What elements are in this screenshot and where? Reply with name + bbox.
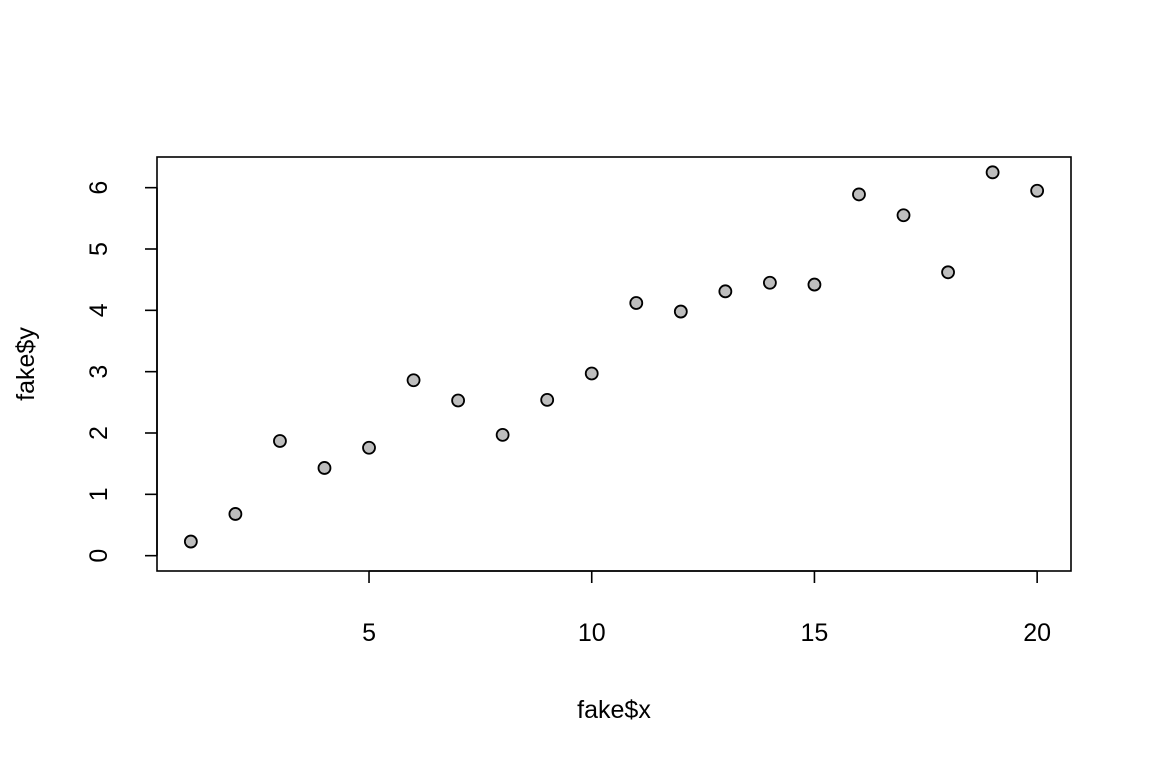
y-axis: 0 1 2 3 4 5 6 (85, 181, 158, 563)
y-tick-label: 3 (85, 365, 113, 379)
y-axis-title: fake$y (12, 327, 40, 401)
data-point (183, 534, 198, 549)
data-point (584, 366, 599, 381)
data-point (406, 373, 421, 388)
data-point (451, 393, 466, 408)
data-point (941, 265, 955, 280)
y-tick-label: 5 (85, 242, 113, 256)
x-tick-label: 20 (1023, 619, 1051, 647)
data-point (228, 507, 243, 521)
data-point (852, 187, 866, 202)
data-point (273, 434, 287, 448)
data-point (718, 284, 733, 299)
data-point (317, 461, 332, 475)
y-tick-label: 1 (85, 487, 113, 501)
data-point (540, 392, 555, 407)
data-point (807, 277, 822, 292)
y-tick-label: 0 (85, 549, 113, 563)
data-point (762, 275, 777, 290)
data-point (673, 304, 688, 319)
data-points (183, 165, 1045, 549)
x-axis-title: fake$x (577, 696, 651, 724)
data-point (629, 296, 644, 310)
data-point (896, 208, 911, 223)
data-point (1030, 183, 1045, 198)
y-tick-label: 2 (85, 426, 113, 440)
data-point (495, 427, 510, 442)
x-tick-label: 15 (801, 619, 829, 647)
data-point (362, 440, 376, 455)
x-tick-label: 5 (362, 619, 376, 647)
x-tick-label: 10 (578, 619, 606, 647)
plot-frame (156, 156, 1072, 572)
x-axis: 5 10 15 20 (362, 570, 1051, 647)
y-tick-label: 6 (85, 181, 113, 195)
data-point (985, 165, 1000, 180)
y-tick-label: 4 (85, 303, 113, 317)
